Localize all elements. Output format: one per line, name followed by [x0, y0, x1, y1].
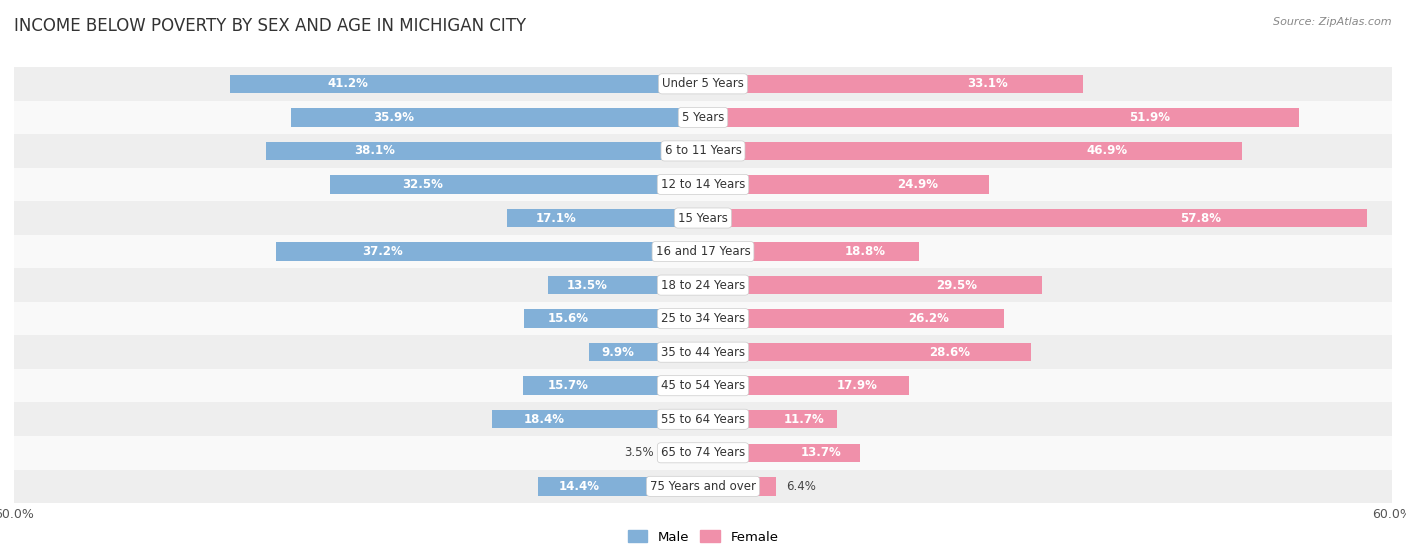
Text: Under 5 Years: Under 5 Years — [662, 77, 744, 91]
Text: 9.9%: 9.9% — [602, 345, 634, 359]
Text: Source: ZipAtlas.com: Source: ZipAtlas.com — [1274, 17, 1392, 27]
Bar — [14, 134, 1392, 168]
Bar — [703, 276, 1042, 294]
Bar — [14, 470, 1392, 503]
Text: 17.9%: 17.9% — [837, 379, 877, 392]
Text: 6.4%: 6.4% — [786, 480, 815, 493]
Bar — [506, 209, 703, 227]
Text: 3.5%: 3.5% — [624, 446, 654, 459]
Bar — [330, 175, 703, 193]
Text: 33.1%: 33.1% — [967, 77, 1008, 91]
Bar — [703, 343, 1032, 362]
Bar — [231, 74, 703, 93]
Text: 38.1%: 38.1% — [354, 144, 395, 158]
Text: 17.1%: 17.1% — [536, 211, 576, 225]
Bar — [703, 243, 920, 260]
Text: 14.4%: 14.4% — [558, 480, 599, 493]
Bar — [14, 168, 1392, 201]
Text: 32.5%: 32.5% — [402, 178, 443, 191]
Bar — [14, 101, 1392, 134]
Bar — [703, 310, 1004, 328]
Text: 24.9%: 24.9% — [897, 178, 938, 191]
Text: 13.5%: 13.5% — [567, 278, 607, 292]
Bar — [276, 243, 703, 260]
Text: 13.7%: 13.7% — [800, 446, 841, 459]
Text: 29.5%: 29.5% — [936, 278, 977, 292]
Bar — [703, 209, 1367, 227]
Text: 25 to 34 Years: 25 to 34 Years — [661, 312, 745, 325]
Text: 37.2%: 37.2% — [363, 245, 404, 258]
Bar — [523, 377, 703, 395]
Text: INCOME BELOW POVERTY BY SEX AND AGE IN MICHIGAN CITY: INCOME BELOW POVERTY BY SEX AND AGE IN M… — [14, 17, 526, 35]
Bar — [14, 335, 1392, 369]
Bar — [703, 377, 908, 395]
Text: 57.8%: 57.8% — [1180, 211, 1222, 225]
Bar — [14, 235, 1392, 268]
Text: 16 and 17 Years: 16 and 17 Years — [655, 245, 751, 258]
Bar — [703, 175, 988, 193]
Bar — [537, 477, 703, 496]
Bar — [703, 477, 776, 496]
Bar — [662, 444, 703, 462]
Text: 51.9%: 51.9% — [1129, 111, 1170, 124]
Text: 18.8%: 18.8% — [845, 245, 886, 258]
Text: 45 to 54 Years: 45 to 54 Years — [661, 379, 745, 392]
Bar — [703, 444, 860, 462]
Bar — [14, 436, 1392, 470]
Text: 15 Years: 15 Years — [678, 211, 728, 225]
Text: 11.7%: 11.7% — [783, 413, 824, 426]
Text: 65 to 74 Years: 65 to 74 Years — [661, 446, 745, 459]
Text: 55 to 64 Years: 55 to 64 Years — [661, 413, 745, 426]
Bar — [524, 310, 703, 328]
Text: 15.7%: 15.7% — [547, 379, 588, 392]
Bar — [266, 142, 703, 160]
Text: 35.9%: 35.9% — [374, 111, 415, 124]
Text: 41.2%: 41.2% — [328, 77, 368, 91]
Bar — [703, 74, 1083, 93]
Bar — [14, 402, 1392, 436]
Bar — [291, 108, 703, 126]
Text: 26.2%: 26.2% — [908, 312, 949, 325]
Text: 12 to 14 Years: 12 to 14 Years — [661, 178, 745, 191]
Legend: Male, Female: Male, Female — [623, 525, 783, 549]
Text: 18 to 24 Years: 18 to 24 Years — [661, 278, 745, 292]
Bar — [14, 302, 1392, 335]
Text: 15.6%: 15.6% — [548, 312, 589, 325]
Bar — [548, 276, 703, 294]
Bar — [492, 410, 703, 429]
Bar — [703, 108, 1299, 126]
Bar — [703, 142, 1241, 160]
Text: 75 Years and over: 75 Years and over — [650, 480, 756, 493]
Text: 46.9%: 46.9% — [1087, 144, 1128, 158]
Text: 18.4%: 18.4% — [524, 413, 565, 426]
Text: 28.6%: 28.6% — [929, 345, 970, 359]
Bar — [589, 343, 703, 362]
Bar — [14, 369, 1392, 402]
Text: 6 to 11 Years: 6 to 11 Years — [665, 144, 741, 158]
Bar — [14, 201, 1392, 235]
Bar — [703, 410, 838, 429]
Bar — [14, 268, 1392, 302]
Bar — [14, 67, 1392, 101]
Text: 35 to 44 Years: 35 to 44 Years — [661, 345, 745, 359]
Text: 5 Years: 5 Years — [682, 111, 724, 124]
